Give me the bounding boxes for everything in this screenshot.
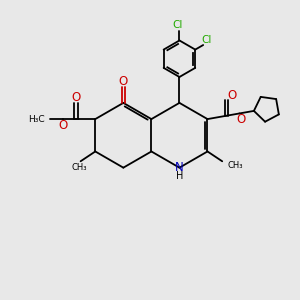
Text: N: N <box>175 161 184 174</box>
Text: H: H <box>176 171 183 181</box>
Text: O: O <box>227 88 236 102</box>
Text: Cl: Cl <box>201 35 211 45</box>
Text: O: O <box>71 91 81 104</box>
Text: H₃C: H₃C <box>28 115 44 124</box>
Text: O: O <box>236 113 245 126</box>
Text: O: O <box>119 75 128 88</box>
Text: Cl: Cl <box>173 20 183 31</box>
Text: CH₃: CH₃ <box>71 163 87 172</box>
Text: O: O <box>58 119 68 132</box>
Text: CH₃: CH₃ <box>227 161 243 170</box>
